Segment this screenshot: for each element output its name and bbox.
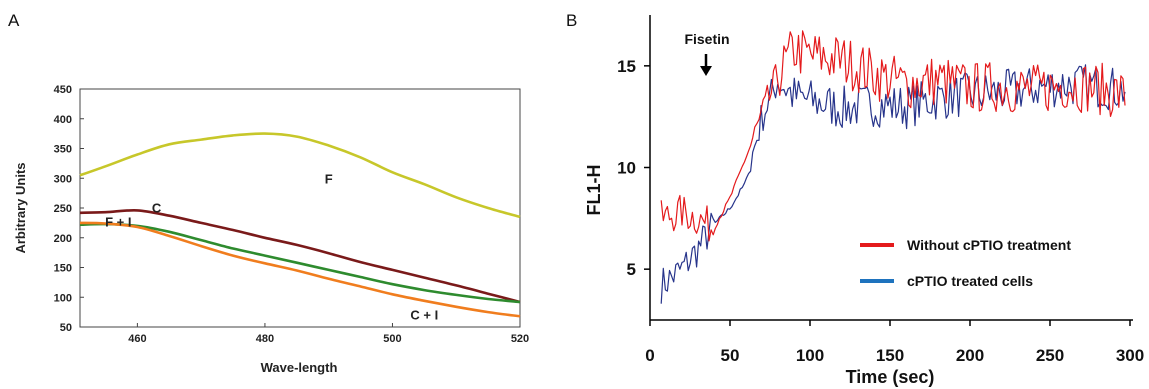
chart-a-y-tick-label: 300	[54, 173, 72, 185]
chart-b-x-tick-label: 150	[876, 346, 904, 365]
chart-a-y-ticks: 50 100 150 200 250 300 350 400 450	[54, 84, 84, 334]
chart-b-x-tick-label: 100	[796, 346, 824, 365]
chart-a-series-line	[79, 208, 521, 304]
chart-a-y-label: Arbitrary Units	[13, 162, 28, 253]
chart-a-x-tick-label: 520	[511, 333, 529, 345]
chart-b-x-tick-label: 0	[645, 346, 654, 365]
chart-b-y-label: FL1-H	[584, 165, 604, 216]
chart-b-x-label: Time (sec)	[846, 367, 935, 387]
chart-b-x-tick-label: 50	[721, 346, 740, 365]
chart-a-y-tick-label: 200	[54, 233, 72, 245]
chart-b-x-tick-label: 300	[1116, 346, 1144, 365]
chart-a-x-label: Wave-length	[261, 360, 338, 375]
chart-a-y-tick-label: 450	[54, 84, 72, 96]
chart-b-x-tick-label: 200	[956, 346, 984, 365]
chart-a-series-line	[79, 221, 521, 318]
chart-a-x-ticks: 460 480 500 520	[128, 323, 529, 345]
chart-a-y-tick-label: 350	[54, 144, 72, 156]
chart-b-series-line	[660, 64, 1126, 304]
chart-a-series-line	[79, 132, 521, 219]
chart-a-series-label: F	[325, 171, 333, 186]
chart-a-series-label: C	[152, 200, 162, 215]
chart-b-x-tick-label: 250	[1036, 346, 1064, 365]
chart-b-y-tick-label: 5	[627, 260, 636, 279]
legend-label-without-cptio: Without cPTIO treatment	[907, 237, 1071, 253]
chart-a-y-tick-label: 100	[54, 292, 72, 304]
chart-b-y-ticks: 5 10 15	[617, 57, 650, 279]
chart-b-lines	[660, 30, 1126, 304]
chart-a-y-tick-label: 400	[54, 114, 72, 126]
panel-a-letter: A	[8, 11, 20, 30]
chart-b-legend: Without cPTIO treatment cPTIO treated ce…	[860, 237, 1071, 289]
legend-label-cptio-treated: cPTIO treated cells	[907, 273, 1033, 289]
chart-a-y-tick-label: 150	[54, 263, 72, 275]
chart-b-y-tick-label: 15	[617, 57, 636, 76]
chart-a-series-labels: F C F + I C + I	[105, 171, 438, 322]
chart-a-series-label: F + I	[105, 215, 131, 230]
chart-a-series-line	[79, 222, 521, 304]
chart-a-x-tick-label: 500	[383, 333, 401, 345]
chart-a-y-tick-label: 250	[54, 203, 72, 215]
chart-a-series-label: C + I	[410, 308, 438, 323]
panel-b-letter: B	[566, 11, 577, 30]
chart-a-x-tick-label: 480	[256, 333, 274, 345]
chart-a-x-tick-label: 460	[128, 333, 146, 345]
chart-a-lines	[79, 132, 521, 318]
chart-a-frame	[79, 88, 521, 328]
chart-a-y-tick-label: 50	[60, 322, 72, 334]
chart-b-series-line	[660, 30, 1126, 242]
down-arrow-icon	[700, 54, 712, 76]
chart-b-y-tick-label: 10	[617, 159, 636, 178]
fisetin-annotation: Fisetin	[684, 31, 729, 47]
chart-b: 5 10 15 0 50 100 150 200 250 300 FL1-H Time (sec…	[584, 15, 1144, 387]
chart-b-x-ticks: 0 50 100 150 200 250 300	[645, 320, 1144, 365]
